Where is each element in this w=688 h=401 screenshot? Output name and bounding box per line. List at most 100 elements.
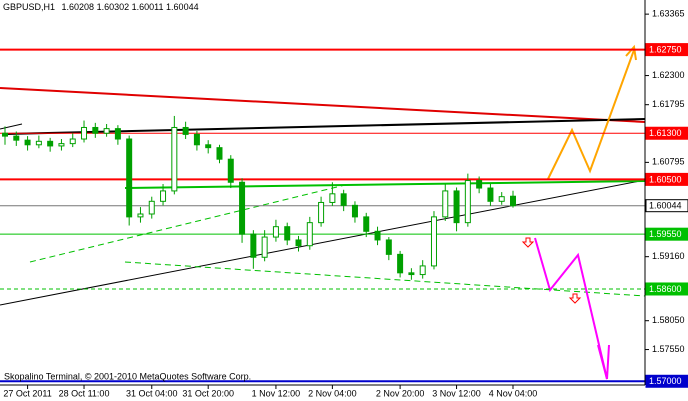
- level-label: 1.60500: [649, 174, 682, 184]
- candle-body: [216, 147, 223, 160]
- candle-body: [227, 158, 234, 183]
- y-tick-label: 1.57550: [652, 344, 685, 354]
- level-label-box: [645, 172, 688, 186]
- trend-line: [4, 118, 646, 135]
- trend-line: [0, 87, 646, 123]
- x-tick-label: 3 Nov 12:00: [432, 388, 481, 398]
- candle-body: [329, 193, 336, 203]
- level-label-box: [645, 199, 688, 213]
- drawing-objects: [0, 44, 646, 380]
- candle-body: [171, 126, 178, 192]
- candle-body: [92, 126, 99, 134]
- candles: [2, 115, 516, 280]
- symbol: GBPUSD,H1: [3, 2, 55, 12]
- candle-body: [385, 239, 392, 255]
- candle-body: [35, 140, 42, 146]
- trend-line: [29, 184, 346, 263]
- x-tick-label: 2 Nov 20:00: [376, 388, 425, 398]
- arrow-head: [597, 344, 610, 380]
- forecast-arrow: [547, 49, 635, 180]
- candle-body: [114, 128, 121, 140]
- level-label-box: [645, 126, 688, 140]
- candle-body: [453, 190, 460, 224]
- candle-body: [408, 272, 415, 276]
- level-label-box: [645, 227, 688, 241]
- candle-body: [69, 138, 76, 145]
- low: 1.60011: [132, 2, 164, 12]
- trend-line: [0, 123, 23, 130]
- level-label: 1.60044: [649, 201, 682, 211]
- candle-body: [13, 135, 20, 141]
- candle-body: [318, 201, 325, 224]
- candle-body: [137, 213, 144, 218]
- candle-body: [351, 204, 358, 218]
- candle-body: [464, 180, 471, 224]
- candle-body: [103, 128, 110, 134]
- level-label: 1.59550: [649, 229, 682, 239]
- x-tick-label: 4 Nov 04:00: [489, 388, 538, 398]
- candle-body: [487, 187, 494, 202]
- candle-body: [250, 233, 257, 258]
- x-tick-label: 28 Oct 11:00: [59, 388, 110, 398]
- candle-body: [374, 230, 381, 241]
- levels: [0, 48, 645, 383]
- trend-line: [124, 180, 646, 189]
- y-tick-label: 1.58050: [652, 315, 685, 325]
- candle-body: [363, 216, 370, 232]
- candle-body: [272, 226, 279, 238]
- level-label: 1.57000: [649, 376, 682, 386]
- level-label-box: [645, 282, 688, 296]
- level-label-box: [645, 374, 688, 388]
- forecast-arrow: [534, 237, 608, 380]
- level-label: 1.62750: [649, 44, 682, 54]
- y-tick-label: 1.59160: [652, 251, 685, 261]
- candle-body: [261, 236, 268, 258]
- candle-body: [442, 190, 449, 218]
- candle-body: [2, 132, 8, 137]
- candle-body: [239, 181, 246, 235]
- down-arrow-icon: [521, 237, 535, 248]
- candle-body: [81, 126, 88, 140]
- trend-line: [0, 179, 646, 306]
- level-label: 1.58600: [649, 284, 682, 294]
- y-tick-label: 1.63365: [652, 9, 685, 19]
- candle-body: [397, 253, 404, 274]
- candle-body: [476, 180, 483, 189]
- candle-body: [148, 200, 155, 215]
- candle-body: [510, 195, 516, 207]
- candle-body: [340, 193, 347, 206]
- candle-body: [430, 216, 437, 267]
- trend-line: [124, 261, 646, 297]
- x-tick-label: 31 Oct 04:00: [126, 388, 178, 398]
- candle-body: [193, 133, 200, 146]
- x-tick-label: 27 Oct 2011: [3, 388, 51, 398]
- x-tick-label: 1 Nov 12:00: [252, 388, 301, 398]
- candle-body: [295, 239, 302, 247]
- watermark: Skopalino Terminal, © 2001-2010 MetaQuot…: [4, 371, 251, 381]
- candle-body: [205, 144, 212, 149]
- open: 1.60208: [62, 2, 95, 12]
- y-tick-label: 1.62300: [652, 70, 685, 80]
- level-label-box: [645, 43, 688, 57]
- high: 1.60302: [97, 2, 130, 12]
- close: 1.60044: [166, 2, 199, 12]
- candle-body: [58, 143, 65, 147]
- candle-body: [182, 126, 189, 135]
- y-tick-label: 1.60795: [652, 157, 685, 167]
- chart-title: GBPUSD,H1 1.60208 1.60302 1.60011 1.6004…: [3, 2, 199, 12]
- candle-body: [47, 140, 54, 147]
- level-label: 1.61300: [649, 128, 682, 138]
- candle-body: [160, 190, 167, 202]
- candle-body: [284, 226, 291, 241]
- x-tick-label: 2 Nov 04:00: [308, 388, 357, 398]
- arrow-head: [625, 44, 637, 61]
- candle-body: [498, 196, 505, 202]
- x-tick-label: 31 Oct 20:00: [182, 388, 234, 398]
- candle-body: [126, 138, 133, 218]
- candle-body: [419, 265, 426, 276]
- candle-body: [24, 139, 31, 146]
- y-tick-label: 1.61795: [652, 99, 685, 109]
- candle-body: [306, 222, 313, 247]
- down-arrow-icon: [568, 293, 582, 304]
